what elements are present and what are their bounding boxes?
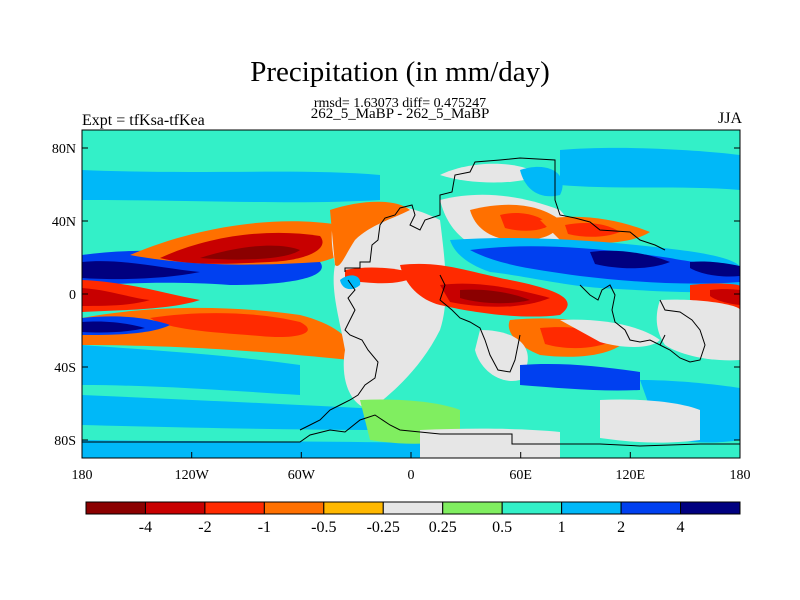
lat-ticks: 80N 40N 0 40S 80S <box>52 142 76 449</box>
plot-title: Precipitation (in mm/day) <box>250 56 550 88</box>
lon-tick-label: 120W <box>175 468 210 483</box>
field-band <box>82 440 500 458</box>
colorbar-box <box>382 501 444 515</box>
field-band <box>82 261 200 280</box>
lon-tick-label: 60W <box>288 468 316 483</box>
coastline-south-america <box>299 279 379 431</box>
lat-tick-label: 0 <box>69 288 76 303</box>
colorbar-label: -0.5 <box>311 519 336 536</box>
lon-tick-label: 60E <box>509 468 532 483</box>
field-patch <box>565 222 620 237</box>
field-band <box>200 245 300 260</box>
colorbar-box <box>620 501 682 515</box>
lon-tick-label: 120E <box>616 468 646 483</box>
colorbar-label: 0.25 <box>429 519 457 536</box>
field-patch <box>520 166 563 197</box>
colorbar-box <box>680 501 741 515</box>
colorbar-box <box>501 501 563 515</box>
colorbar-label: 1 <box>558 519 566 536</box>
lat-tick-label: 40N <box>52 215 76 230</box>
field-band <box>82 170 380 203</box>
field-patch <box>590 250 670 269</box>
field-band <box>82 321 145 333</box>
colorbar-label: -2 <box>198 519 211 536</box>
field-patch <box>475 330 528 381</box>
field-patch <box>710 289 740 305</box>
field-patch <box>600 399 700 443</box>
field-patch <box>560 319 660 347</box>
colorbar-box <box>323 501 384 515</box>
field-band <box>82 288 150 306</box>
colorbar-box <box>144 501 206 515</box>
lon-tick-label: 180 <box>730 468 751 483</box>
field-band <box>82 345 300 395</box>
field-patch <box>690 261 740 277</box>
colorbar: -4 -2 -1 -0.5 -0.25 0.25 0.5 1 2 4 <box>85 501 741 536</box>
coastline-antarctica <box>82 414 740 447</box>
colorbar-label: -0.25 <box>367 519 400 536</box>
field-patch <box>331 204 446 410</box>
colorbar-label: 4 <box>677 519 685 536</box>
case-label: 262_5_MaBP - 262_5_MaBP <box>310 106 490 122</box>
colorbar-box <box>442 501 503 515</box>
field-band <box>520 363 640 391</box>
field-band <box>82 395 400 430</box>
field-patch <box>345 267 420 284</box>
lat-tick-label: 80S <box>54 434 76 449</box>
coastline-north <box>344 157 666 272</box>
stats-text: rmsd= 1.63073 diff= 0.475247 <box>313 96 487 111</box>
lon-tick-label: 180 <box>72 468 93 483</box>
coastline-australia <box>659 299 706 363</box>
axis-ticks <box>81 147 741 458</box>
field-patch <box>500 213 550 231</box>
colorbar-label: 2 <box>617 519 625 536</box>
colorbar-label: 0.5 <box>492 519 512 536</box>
field-patch <box>420 428 560 458</box>
lat-tick-label: 80N <box>52 142 76 157</box>
colorbar-box <box>561 501 622 515</box>
colorbar-label: -4 <box>139 519 152 536</box>
field-band <box>560 147 740 190</box>
precip-field <box>82 130 740 458</box>
colorbar-label: -1 <box>258 519 271 536</box>
season-label: JJA <box>717 110 742 127</box>
field-band <box>150 313 308 338</box>
lon-ticks: 180 120W 60W 0 60E 120E 180 <box>72 468 751 483</box>
colorbar-box <box>263 501 325 515</box>
experiment-label: Expt = tfKsa-tfKea <box>82 112 205 129</box>
coastline-africa <box>439 274 521 373</box>
coastlines <box>82 157 740 447</box>
lon-tick-label: 0 <box>408 468 415 483</box>
coastline-asia <box>579 284 666 346</box>
field-patch <box>656 299 740 361</box>
field-patch <box>440 163 540 183</box>
colorbar-box <box>204 501 265 515</box>
field-band <box>460 289 530 304</box>
colorbar-box <box>85 501 146 515</box>
field-patch <box>330 201 410 266</box>
lat-tick-label: 40S <box>54 361 76 376</box>
